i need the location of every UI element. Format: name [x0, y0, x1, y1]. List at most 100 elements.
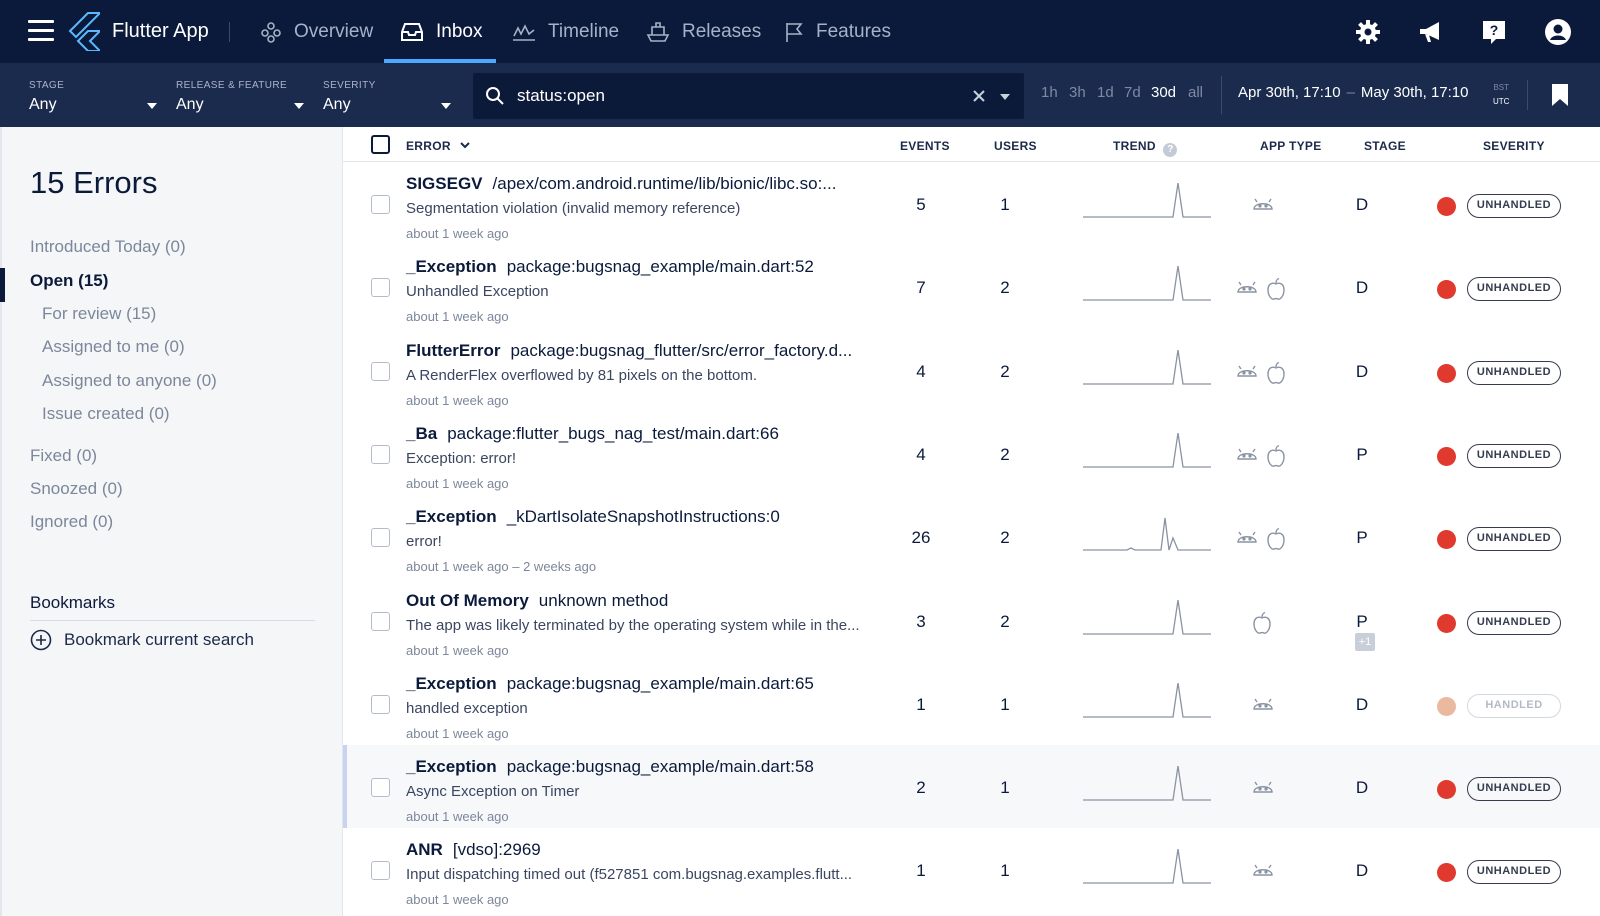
trend-column-header: TREND ? [1113, 139, 1178, 157]
table-row[interactable]: SIGSEGV/apex/com.android.runtime/lib/bio… [343, 162, 1600, 247]
app-type-icons [1251, 194, 1275, 212]
row-checkbox[interactable] [371, 195, 390, 214]
error-title[interactable]: _Exception package:bugsnag_example/main.d… [406, 674, 814, 694]
table-row[interactable]: Out Of Memory unknown method The app was l… [343, 579, 1600, 664]
bookmark-current-search-button[interactable]: Bookmark current search [30, 629, 254, 651]
error-title[interactable]: FlutterError package:bugsnag_flutter/src/… [406, 341, 852, 361]
gear-icon[interactable] [1354, 18, 1382, 46]
table-row[interactable]: _Exception package:bugsnag_example/main.d… [343, 662, 1600, 747]
error-title[interactable]: _Exception package:bugsnag_example/main.d… [406, 757, 814, 777]
table-row[interactable]: FlutterError package:bugsnag_flutter/src/… [343, 329, 1600, 414]
tab-releases[interactable]: Releases [646, 0, 761, 63]
table-row[interactable]: _Exception package:bugsnag_example/main.d… [343, 745, 1600, 830]
severity-dot [1437, 530, 1456, 549]
search-input[interactable] [517, 81, 937, 111]
error-title[interactable]: SIGSEGV/apex/com.android.runtime/lib/bio… [406, 174, 836, 194]
error-timestamp: about 1 week ago [406, 309, 509, 324]
error-title[interactable]: _Ba package:flutter_bugs_nag_test/main.da… [406, 424, 779, 444]
error-title[interactable]: _Exception package:bugsnag_example/main.d… [406, 257, 814, 277]
sidebar-item-assigned-to-anyone[interactable]: Assigned to anyone (0) [42, 371, 217, 390]
date-range[interactable]: Apr 30th, 17:10– May 30th, 17:10 [1238, 84, 1469, 101]
row-checkbox[interactable] [371, 278, 390, 297]
stage-value: D [1347, 778, 1377, 798]
error-timestamp: about 1 week ago [406, 476, 509, 491]
severity-dot [1437, 614, 1456, 633]
users-column-header[interactable]: USERS [994, 139, 1037, 153]
error-location: unknown method [538, 591, 669, 610]
sidebar-item-open[interactable]: Open (15) [30, 271, 109, 290]
users-count: 1 [1000, 695, 1010, 714]
menu-icon[interactable] [28, 20, 54, 42]
range-1h[interactable]: 1h [1041, 84, 1058, 101]
error-title[interactable]: ANR [vdso]:2969 [406, 840, 541, 860]
app-name[interactable]: Flutter App [112, 20, 209, 42]
range-30d[interactable]: 30d [1151, 84, 1177, 101]
search-box [473, 73, 1024, 119]
bookmarks-heading: Bookmarks [30, 593, 116, 612]
events-count: 1 [916, 695, 926, 714]
bookmark-icon[interactable] [1552, 84, 1568, 106]
stage-letter: D [1355, 362, 1369, 381]
row-checkbox[interactable] [371, 778, 390, 797]
date-separator: – [1346, 84, 1355, 101]
tab-timeline[interactable]: Timeline [512, 0, 619, 63]
release-feature-filter[interactable]: RELEASE & FEATURE Any [176, 63, 306, 127]
table-header: ERROR EVENTS USERS TREND ? APP TYPE STAG… [343, 127, 1600, 162]
row-checkbox[interactable] [371, 695, 390, 714]
select-all-checkbox[interactable] [371, 135, 390, 154]
error-message: Unhandled Exception [406, 283, 549, 300]
stage-value: D [1347, 695, 1377, 715]
table-row[interactable]: _Ba package:flutter_bugs_nag_test/main.da… [343, 412, 1600, 497]
tab-inbox[interactable]: Inbox [383, 0, 498, 63]
timezone-toggle[interactable]: BST UTC [1493, 81, 1509, 109]
releases-icon [646, 21, 670, 42]
severity-filter[interactable]: SEVERITY Any [323, 63, 453, 127]
error-title[interactable]: Out Of Memory unknown method [406, 591, 668, 611]
row-checkbox[interactable] [371, 362, 390, 381]
range-all[interactable]: all [1188, 84, 1204, 101]
table-row[interactable]: _Exception _kDartIsolateSnapshotInstructi… [343, 495, 1600, 580]
sidebar-item-fixed[interactable]: Fixed (0) [30, 446, 98, 465]
table-row[interactable]: ANR [vdso]:2969 Input dispatching timed ou… [343, 828, 1600, 913]
events-column-header[interactable]: EVENTS [900, 139, 950, 153]
overview-icon [261, 21, 281, 43]
sidebar-item-introduced-today[interactable]: Introduced Today (0) [30, 237, 186, 256]
error-class: SIGSEGV [406, 174, 483, 193]
date-to: May 30th, 17:10 [1360, 84, 1469, 101]
range-3h[interactable]: 3h [1069, 84, 1086, 101]
sidebar-item-assigned-to-me[interactable]: Assigned to me (0) [42, 337, 185, 356]
android-icon [1237, 531, 1257, 543]
stage-filter[interactable]: STAGE Any [29, 63, 159, 127]
sidebar-item-issue-created[interactable]: Issue created (0) [42, 404, 170, 423]
table-row[interactable]: _Exception package:bugsnag_example/main.d… [343, 245, 1600, 330]
sidebar-item-for-review[interactable]: For review (15) [42, 304, 157, 323]
severity-badge: HANDLED [1467, 694, 1561, 718]
user-avatar-icon[interactable] [1544, 18, 1572, 46]
row-checkbox[interactable] [371, 528, 390, 547]
users-count: 2 [1000, 445, 1010, 464]
tab-features[interactable]: Features [784, 0, 891, 63]
sidebar-item-ignored[interactable]: Ignored (0) [30, 512, 114, 531]
android-icon [1253, 198, 1273, 210]
stage-value: D [1347, 362, 1377, 382]
error-class: Out Of Memory [406, 591, 529, 610]
help-icon[interactable]: ? [1480, 18, 1508, 46]
help-circle-icon[interactable]: ? [1163, 143, 1178, 157]
android-icon [1253, 698, 1273, 710]
error-timestamp: about 1 week ago [406, 643, 509, 658]
sidebar-item-snoozed[interactable]: Snoozed (0) [30, 479, 123, 498]
row-checkbox[interactable] [371, 445, 390, 464]
search-history-dropdown-icon[interactable] [1000, 94, 1010, 100]
error-class: FlutterError [406, 341, 501, 360]
error-title[interactable]: _Exception _kDartIsolateSnapshotInstructi… [406, 507, 780, 527]
row-checkbox[interactable] [371, 861, 390, 880]
row-checkbox[interactable] [371, 612, 390, 631]
range-1d[interactable]: 1d [1097, 84, 1114, 101]
error-column-header[interactable]: ERROR [406, 139, 471, 153]
range-7d[interactable]: 7d [1124, 84, 1141, 101]
tab-overview[interactable]: Overview [260, 0, 373, 63]
megaphone-icon[interactable] [1417, 18, 1445, 46]
severity-dot [1437, 697, 1456, 716]
clear-search-icon[interactable] [972, 89, 986, 103]
error-class: _Exception [406, 757, 497, 776]
